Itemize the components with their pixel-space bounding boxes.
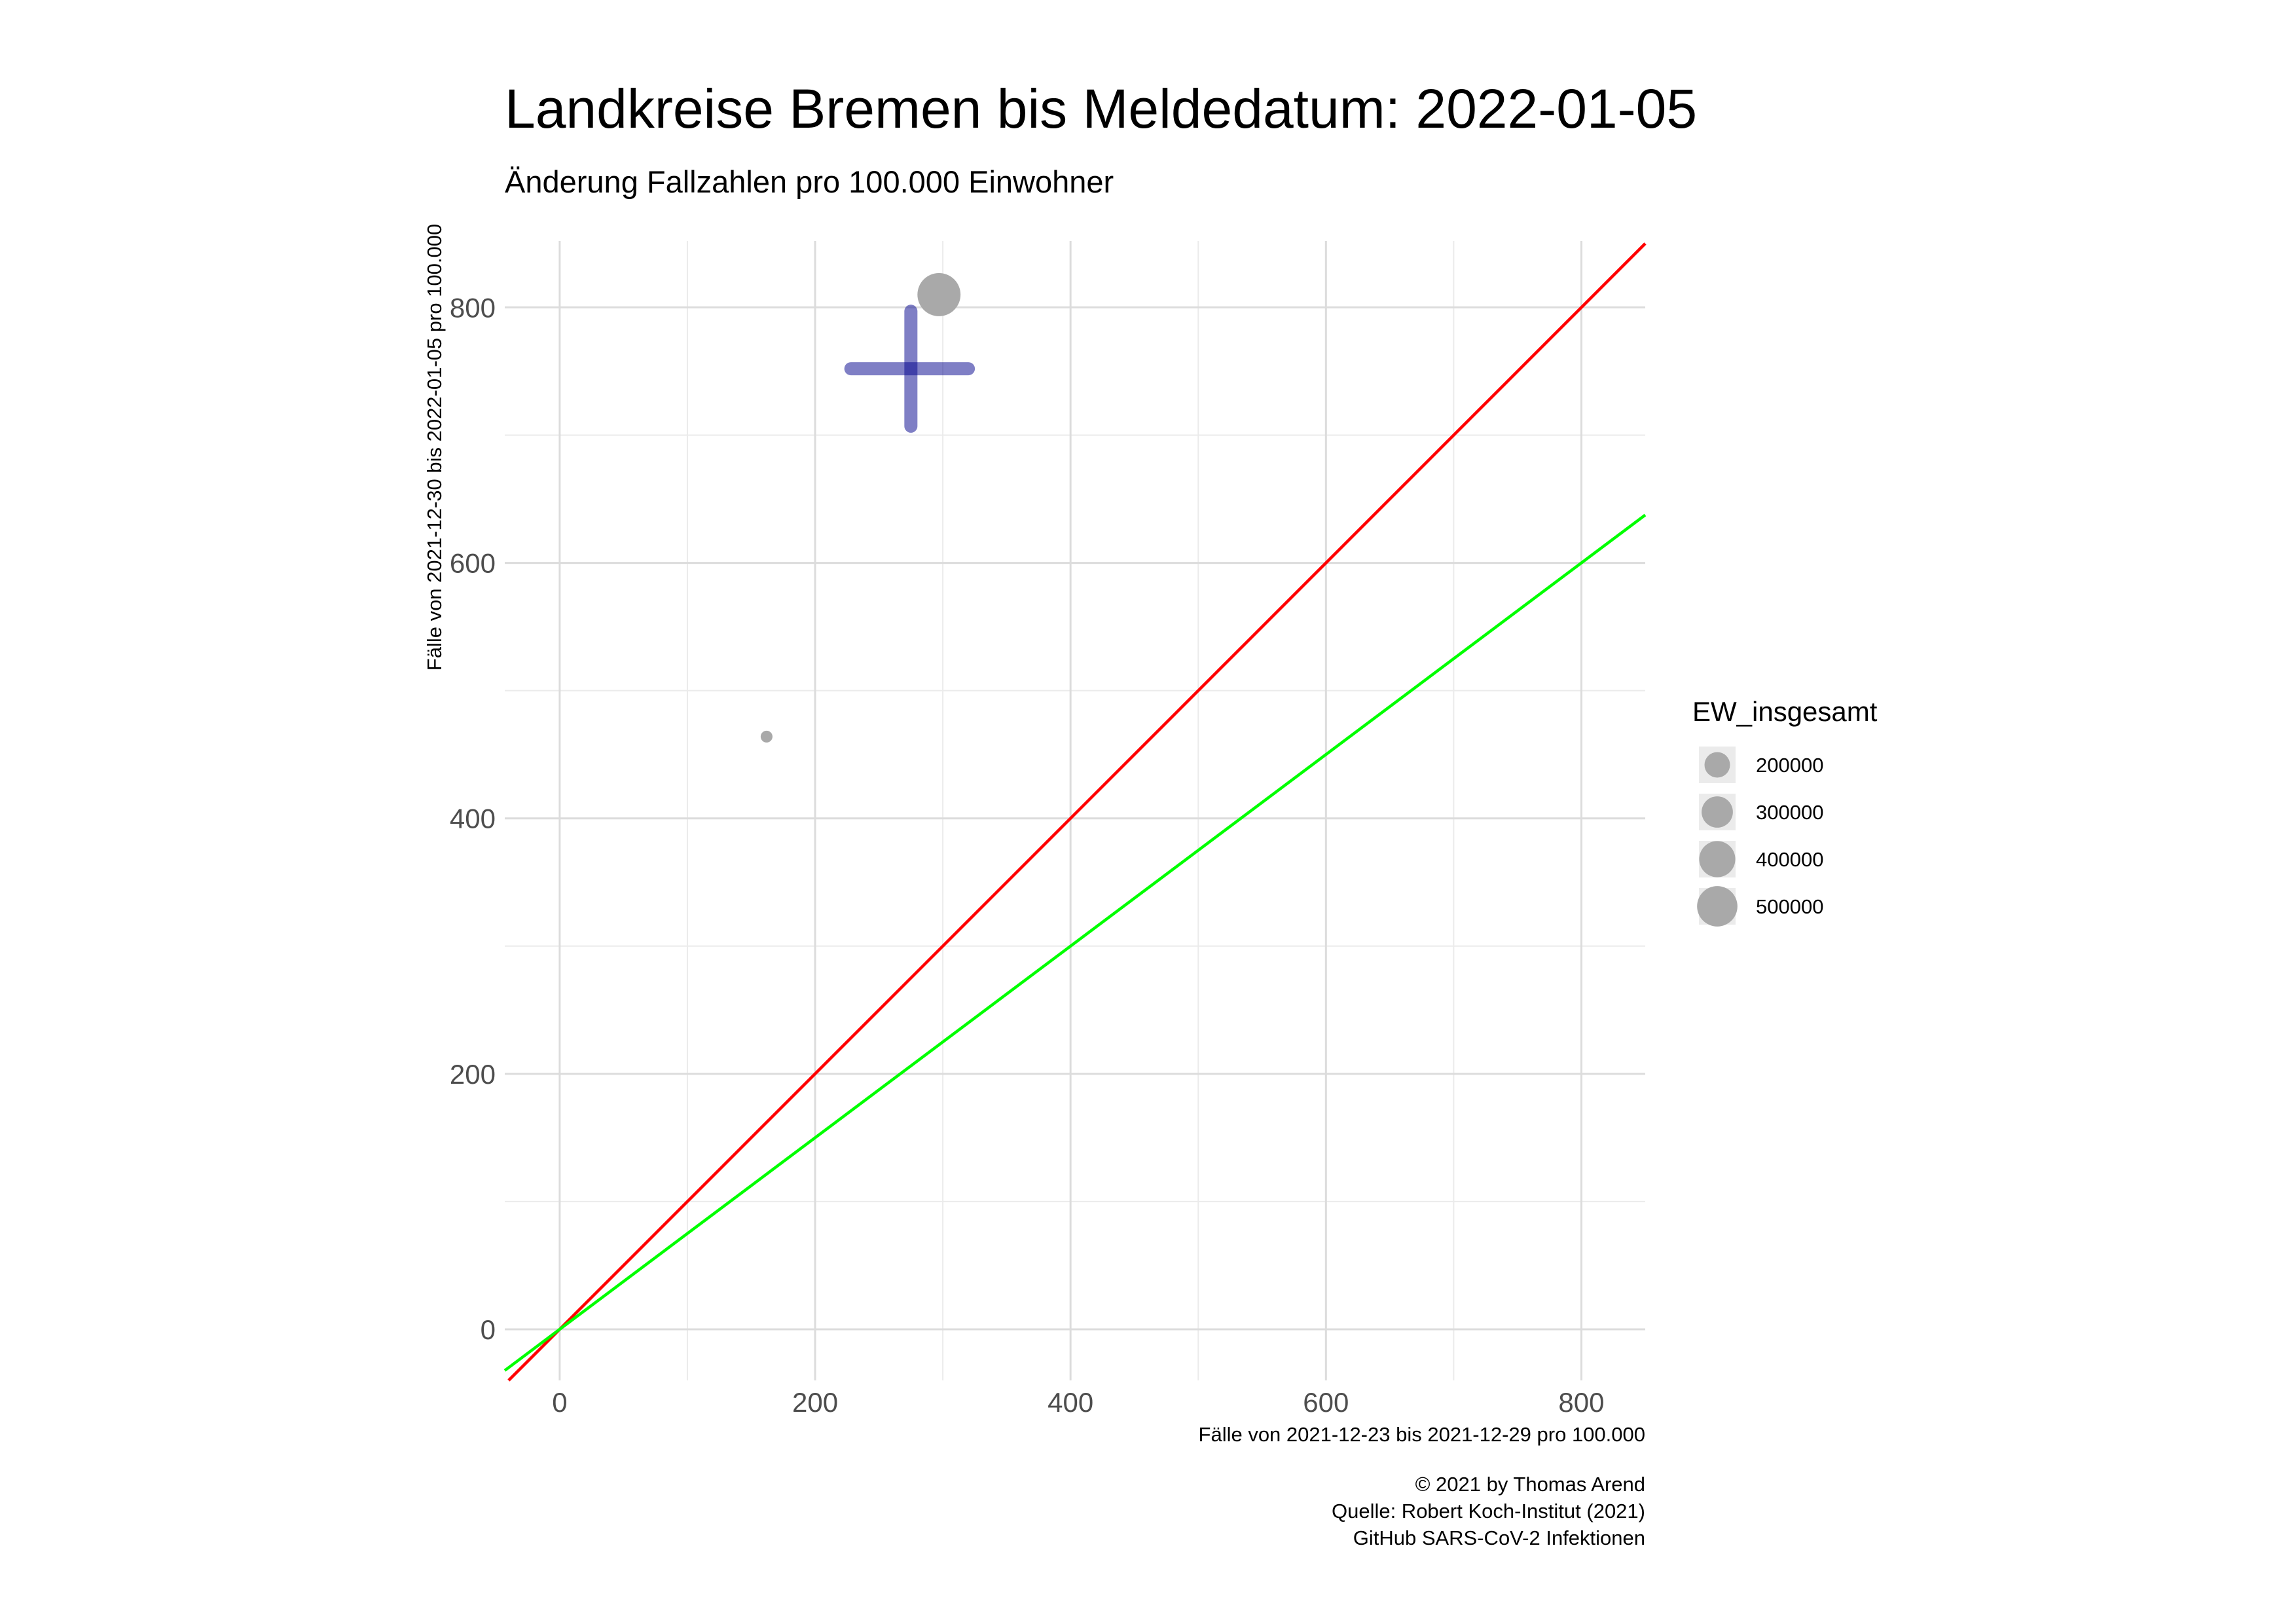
plot-area [503, 241, 1647, 1382]
legend-label: 500000 [1756, 895, 1823, 918]
y-axis-ticks: 0 200 400 600 800 [450, 292, 496, 1345]
y-tick-label: 0 [481, 1314, 496, 1345]
data-points [760, 273, 961, 743]
reference-line [503, 513, 1647, 1372]
legend-symbol [1699, 841, 1736, 877]
x-tick-label: 200 [792, 1387, 838, 1418]
legend-label: 400000 [1756, 848, 1823, 871]
legend: EW_insgesamt 200000 300000 400000 500000 [1692, 696, 1878, 927]
crosshair-marker [844, 304, 975, 433]
caption-github: GitHub SARS-CoV-2 Infektionen [1353, 1526, 1645, 1549]
caption-copyright: © 2021 by Thomas Arend [1415, 1473, 1645, 1496]
legend-symbol [1702, 796, 1733, 828]
grid-major [505, 241, 1645, 1380]
chart-title: Landkreise Bremen bis Meldedatum: 2022-0… [505, 78, 1697, 139]
data-point [917, 273, 961, 316]
reference-lines [503, 242, 1647, 1382]
legend-label: 200000 [1756, 754, 1823, 777]
y-axis-label: Fälle von 2021-12-30 bis 2022-01-05 pro … [423, 224, 446, 671]
grid-minor [505, 241, 1645, 1380]
x-tick-label: 800 [1558, 1387, 1604, 1418]
x-tick-label: 400 [1048, 1387, 1093, 1418]
legend-items: 200000 300000 400000 500000 [1697, 747, 1823, 927]
caption: © 2021 by Thomas Arend Quelle: Robert Ko… [1332, 1473, 1645, 1549]
legend-symbol [1697, 886, 1738, 927]
y-tick-label: 400 [450, 803, 496, 834]
x-axis-ticks: 0 200 400 600 800 [552, 1387, 1604, 1418]
x-axis-label: Fälle von 2021-12-23 bis 2021-12-29 pro … [1199, 1423, 1645, 1446]
caption-source: Quelle: Robert Koch-Institut (2021) [1332, 1500, 1645, 1522]
x-tick-label: 0 [552, 1387, 567, 1418]
y-tick-label: 200 [450, 1059, 496, 1090]
reference-line [507, 242, 1647, 1382]
legend-title: EW_insgesamt [1692, 696, 1878, 727]
data-point [760, 730, 773, 743]
x-tick-label: 600 [1303, 1387, 1349, 1418]
legend-label: 300000 [1756, 801, 1823, 824]
chart-subtitle: Änderung Fallzahlen pro 100.000 Einwohne… [505, 164, 1114, 199]
y-tick-label: 800 [450, 292, 496, 323]
legend-symbol [1704, 752, 1730, 778]
y-tick-label: 600 [450, 548, 496, 579]
